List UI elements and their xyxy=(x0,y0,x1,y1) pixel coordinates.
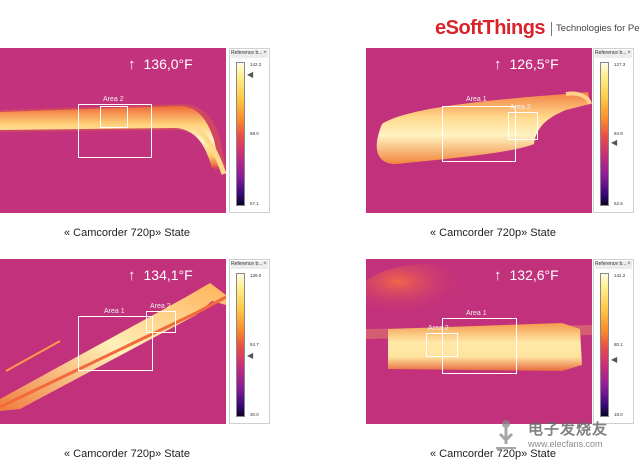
color-scale-bar xyxy=(600,273,609,417)
scale-mid: 84.9 xyxy=(614,131,623,136)
scale-max: 142.2 xyxy=(614,273,626,278)
brand-tagline: Technologies for People xyxy=(556,23,640,34)
thermal-image-2: ↑ 126,5°F Area 1 Area 2 xyxy=(366,48,592,213)
area-label: Area 2 xyxy=(428,325,449,332)
area-label: Area 2 xyxy=(103,96,124,103)
color-scale-bar xyxy=(236,62,245,206)
scale-min: 30.0 xyxy=(250,412,259,417)
thermal-scene-4 xyxy=(366,259,592,424)
scale-min: 57.1 xyxy=(250,201,259,206)
area-1-box xyxy=(442,318,517,374)
max-temperature-readout: ↑ 132,6°F xyxy=(494,267,559,284)
scale-title: Reference b... xyxy=(231,50,268,58)
brand-name: eSoftThings xyxy=(435,17,546,39)
area-1-box xyxy=(442,106,516,162)
scale-mid: 84.7 xyxy=(250,342,259,347)
area-label: Area 1 xyxy=(104,308,125,315)
brand-divider xyxy=(551,21,553,36)
thermal-scene-1 xyxy=(0,48,226,213)
caption-4: « Camcorder 720p» State xyxy=(430,448,556,460)
close-icon[interactable]: × xyxy=(263,50,267,56)
watermark-logo-icon xyxy=(496,420,516,449)
caption-1: « Camcorder 720p» State xyxy=(64,227,190,239)
scale-pointer-icon: ◀ xyxy=(611,138,618,147)
area-1-box xyxy=(78,104,152,158)
area-2-box xyxy=(100,106,128,128)
temperature-arrow-icon: ↑ xyxy=(128,56,136,73)
temperature-scale-2: Reference b... × 127.3 84.9 52.5 ◀ xyxy=(593,48,634,213)
area-2-box xyxy=(426,333,458,357)
temperature-scale-4: Reference b... × 142.2 80.1 18.0 ◀ xyxy=(593,259,634,424)
watermark-text: 电子发烧友 xyxy=(528,421,609,438)
temperature-arrow-icon: ↑ xyxy=(494,56,502,73)
max-temperature-readout: ↑ 136,0°F xyxy=(128,56,193,73)
scale-pointer-icon: ◀ xyxy=(247,70,254,79)
scale-mid: 98.0 xyxy=(250,131,259,136)
area-1-box xyxy=(78,316,153,371)
area-label: Area 1 xyxy=(466,96,487,103)
max-temperature-readout: ↑ 134,1°F xyxy=(128,267,193,284)
temperature-scale-3: Reference b... × 139.0 84.7 30.0 ◀ xyxy=(229,259,270,424)
scale-min: 18.0 xyxy=(614,412,623,417)
color-scale-bar xyxy=(600,62,609,206)
scale-max: 127.3 xyxy=(614,62,626,67)
area-2-box xyxy=(508,112,538,140)
close-icon[interactable]: × xyxy=(263,261,267,267)
scale-pointer-icon: ◀ xyxy=(611,355,618,364)
area-label: Area 1 xyxy=(466,310,487,317)
scale-mid: 80.1 xyxy=(614,342,623,347)
watermark-url: www.elecfans.com xyxy=(528,439,603,449)
thermal-scene-2 xyxy=(366,48,592,213)
scale-title: Reference b... xyxy=(231,261,268,269)
scale-pointer-icon: ◀ xyxy=(247,351,254,360)
max-temperature-readout: ↑ 126,5°F xyxy=(494,56,559,73)
temperature-arrow-icon: ↑ xyxy=(494,267,502,284)
caption-2: « Camcorder 720p» State xyxy=(430,227,556,239)
thermal-scene-3 xyxy=(0,259,226,424)
scale-min: 52.5 xyxy=(614,201,623,206)
close-icon[interactable]: × xyxy=(627,261,631,267)
caption-3: « Camcorder 720p» State xyxy=(64,448,190,460)
thermal-image-3: ↑ 134,1°F Area 1 Area 2 xyxy=(0,259,226,424)
area-2-box xyxy=(146,311,176,333)
scale-max: 139.0 xyxy=(250,273,262,278)
temperature-scale-1: Reference b... × 142.2 98.0 57.1 ◀ xyxy=(229,48,270,213)
color-scale-bar xyxy=(236,273,245,417)
temperature-arrow-icon: ↑ xyxy=(128,267,136,284)
thermal-image-1: ↑ 136,0°F Area 2 xyxy=(0,48,226,213)
close-icon[interactable]: × xyxy=(627,50,631,56)
scale-title: Reference b... xyxy=(595,261,632,269)
scale-title: Reference b... xyxy=(595,50,632,58)
area-label: Area 2 xyxy=(510,104,531,111)
area-label: Area 2 xyxy=(150,303,171,310)
watermark: 电子发烧友 www.elecfans.com xyxy=(490,416,630,460)
thermal-image-4: ↑ 132,6°F Area 1 Area 2 xyxy=(366,259,592,424)
scale-max: 142.2 xyxy=(250,62,262,67)
brand-logo: eSoftThings Technologies for People xyxy=(435,17,640,41)
